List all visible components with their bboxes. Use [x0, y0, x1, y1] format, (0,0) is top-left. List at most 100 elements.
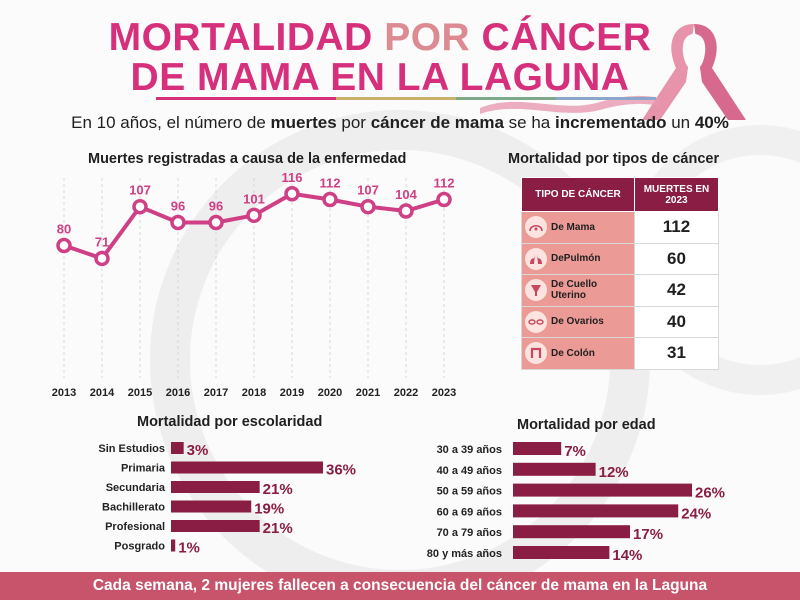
subtitle-part: por — [336, 113, 371, 132]
bar — [171, 461, 323, 474]
title-underline-green — [456, 97, 556, 100]
data-point — [284, 186, 300, 202]
title-underline-pink — [156, 97, 336, 100]
table-title: Mortalidad por tipos de cáncer — [508, 151, 720, 167]
bar — [513, 546, 610, 559]
bar — [171, 500, 252, 513]
footer-banner: Cada semana, 2 mujeres fallecen a consec… — [0, 572, 800, 600]
subtitle-bold: 40% — [694, 113, 729, 132]
data-label: 96 — [171, 199, 185, 214]
x-tick-label: 2019 — [280, 387, 304, 399]
bar — [171, 481, 260, 493]
table-cell-type: De Mama — [521, 211, 635, 244]
value-label: 17% — [633, 526, 663, 543]
table-header-deaths: MUERTES EN 2023 — [634, 177, 719, 212]
value-label: 3% — [187, 442, 209, 459]
table-cell-type-label: DePulmón — [551, 253, 601, 265]
data-point — [246, 207, 262, 224]
title-word-cancer: CÁNCER — [470, 16, 652, 59]
table-cell-type-label: De Mama — [551, 221, 595, 233]
data-point — [322, 191, 338, 208]
breast-icon — [525, 216, 547, 239]
subtitle-bold: cáncer de mama — [370, 113, 504, 132]
ovaries-icon — [525, 310, 547, 333]
table-row: DePulmón 60 — [521, 242, 719, 275]
value-label: 1% — [178, 540, 200, 557]
data-label: 80 — [57, 222, 71, 237]
value-label: 24% — [681, 505, 711, 522]
subtitle-bold: muertes — [270, 113, 337, 132]
data-label: 107 — [129, 183, 151, 198]
x-tick-label: 2022 — [394, 387, 418, 399]
value-label: 12% — [599, 464, 629, 481]
value-label: 36% — [326, 462, 356, 479]
x-tick-label: 2018 — [242, 387, 266, 399]
data-point — [436, 191, 452, 208]
data-label: 104 — [395, 187, 417, 202]
category-label: Posgrado — [114, 541, 165, 553]
subtitle-part: un — [666, 113, 695, 132]
title-underline-blue — [556, 97, 656, 100]
line-chart-title: Muertes registradas a causa de la enferm… — [88, 151, 407, 167]
bar — [513, 525, 631, 539]
education-bar-chart: Sin Estudios 3% Primaria 36% Secundaria 21% Ba… — [98, 442, 356, 557]
data-label: 107 — [357, 183, 379, 198]
table-cell-type: DePulmón — [521, 242, 635, 275]
value-label: 7% — [564, 443, 586, 460]
title-line-2: DE MAMA EN LA LAGUNA — [130, 56, 630, 99]
table-row: De Mama 112 — [521, 211, 719, 244]
x-tick-label: 2023 — [432, 387, 456, 399]
value-label: 21% — [263, 481, 293, 498]
data-point — [398, 203, 414, 219]
bar — [513, 504, 679, 518]
data-label: 112 — [320, 176, 341, 191]
data-point — [360, 198, 376, 215]
table-cell-type: De Ovarios — [521, 305, 635, 338]
bar — [513, 483, 692, 497]
category-label: Secundaria — [106, 482, 166, 494]
category-label: 30 a 39 años — [437, 444, 502, 456]
education-chart-title: Mortalidad por escolaridad — [137, 414, 323, 430]
bar — [513, 442, 562, 455]
table-cell-type: De Cuello Uterino — [521, 274, 635, 307]
title-word-mortalidad: MORTALIDAD — [108, 16, 385, 59]
table-row: De Ovarios 40 — [521, 305, 719, 338]
table-cell-type-label: De Cuello Uterino — [551, 279, 598, 302]
category-label: 70 a 79 años — [437, 527, 502, 539]
category-label: 80 y más años — [427, 548, 502, 560]
table-header-type: TIPO DE CÁNCER — [521, 177, 635, 212]
table-row: De Cuello Uterino 42 — [521, 274, 719, 307]
x-tick-label: 2013 — [52, 387, 76, 399]
table-row: De Colón 31 — [521, 337, 719, 370]
ribbon-wave-decoration — [480, 95, 660, 114]
data-point — [56, 237, 72, 254]
x-tick-label: 2016 — [166, 387, 190, 399]
title-line-1: MORTALIDAD POR CÁNCER — [0, 16, 780, 60]
subtitle: En 10 años, el número de muertes por cán… — [0, 113, 800, 133]
subtitle-part: En 10 años, el número de — [71, 113, 271, 132]
category-label: 60 a 69 años — [437, 506, 502, 518]
data-point — [132, 198, 148, 215]
category-label: 50 a 59 años — [437, 486, 502, 498]
table-header-row: TIPO DE CÁNCER MUERTES EN 2023 — [521, 177, 719, 212]
category-label: Profesional — [105, 521, 165, 533]
bar — [171, 442, 184, 454]
value-label: 19% — [254, 501, 284, 518]
category-label: Sin Estudios — [98, 443, 165, 455]
x-tick-label: 2020 — [318, 387, 342, 399]
subtitle-part: se ha — [503, 113, 555, 132]
data-label: 112 — [434, 176, 455, 191]
table-cell-type-label: De Colón — [551, 347, 595, 359]
subtitle-bold: incrementado — [555, 113, 667, 132]
data-label: 96 — [209, 199, 223, 214]
colon-icon — [525, 342, 547, 365]
x-tick-label: 2014 — [90, 387, 115, 399]
x-tick-label: 2017 — [204, 387, 228, 399]
table-cell-type-label: De Ovarios — [551, 316, 604, 328]
age-bar-chart: 30 a 39 años 7% 40 a 49 años 12% 50 a 59 año… — [427, 442, 725, 564]
value-label: 21% — [263, 520, 293, 537]
data-label: 71 — [95, 234, 109, 249]
value-label: 14% — [612, 547, 642, 564]
lungs-icon — [525, 247, 547, 270]
category-label: Bachillerato — [102, 502, 165, 514]
